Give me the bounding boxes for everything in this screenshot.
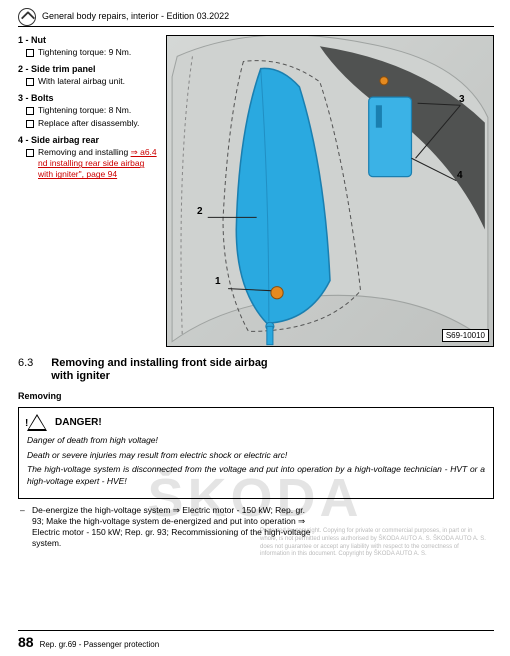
- parts-list: 1 - Nut Tightening torque: 9 Nm. 2 - Sid…: [18, 35, 158, 347]
- part-note: Tightening torque: 8 Nm.: [26, 105, 158, 116]
- danger-title: DANGER!: [55, 417, 102, 428]
- callout-4: 4: [457, 170, 463, 181]
- part-number: 1: [18, 35, 23, 45]
- part-item: 4 - Side airbag rear Removing and instal…: [18, 135, 158, 180]
- part-number: 4: [18, 135, 23, 145]
- part-item: 1 - Nut Tightening torque: 9 Nm.: [18, 35, 158, 58]
- subheading-removing: Removing: [18, 391, 494, 401]
- section-title: Removing and installing front side airba…: [51, 357, 281, 383]
- page-header: General body repairs, interior - Edition…: [18, 8, 494, 27]
- header-title: General body repairs, interior - Edition…: [42, 11, 229, 23]
- callout-1: 1: [215, 276, 221, 287]
- part-note-text: Removing and installing: [38, 147, 131, 157]
- part-note: Replace after disassembly.: [26, 118, 158, 129]
- danger-line: The high-voltage system is disconnected …: [27, 464, 485, 487]
- part-number: 2: [18, 64, 23, 74]
- callout-3: 3: [459, 94, 465, 105]
- page-footer: 88 Rep. gr.69 - Passenger protection: [18, 630, 494, 650]
- part-note: Removing and installing ⇒ a6.4 nd instal…: [26, 147, 158, 180]
- danger-header: ! DANGER!: [27, 414, 485, 431]
- footer-text: Rep. gr.69 - Passenger protection: [40, 640, 160, 649]
- danger-line: Danger of death from high voltage!: [27, 435, 485, 446]
- part-name: Side trim panel: [31, 64, 96, 74]
- part-note: With lateral airbag unit.: [26, 76, 158, 87]
- part-note: Tightening torque: 9 Nm.: [26, 47, 158, 58]
- danger-line: Death or severe injuries may result from…: [27, 450, 485, 461]
- part-name: Side airbag rear: [31, 135, 99, 145]
- part-number: 3: [18, 93, 23, 103]
- exploded-diagram: 2 1 3 4 S69-10010: [166, 35, 494, 347]
- part-name: Bolts: [31, 93, 54, 103]
- part-item: 3 - Bolts Tightening torque: 8 Nm. Repla…: [18, 93, 158, 129]
- part-name: Nut: [31, 35, 46, 45]
- brand-roundel-icon: [18, 8, 36, 26]
- warning-triangle-icon: !: [27, 414, 47, 431]
- page-number: 88: [18, 634, 34, 650]
- diagram-svg: [167, 36, 493, 347]
- section-heading: 6.3 Removing and installing front side a…: [18, 357, 494, 383]
- section-number: 6.3: [18, 357, 33, 383]
- page: General body repairs, interior - Edition…: [0, 0, 510, 656]
- figure-reference: S69-10010: [442, 329, 489, 342]
- danger-box: ! DANGER! Danger of death from high volt…: [18, 407, 494, 499]
- procedure-step: De-energize the high-voltage system ⇒ El…: [18, 505, 318, 549]
- part-item: 2 - Side trim panel With lateral airbag …: [18, 64, 158, 87]
- callout-2: 2: [197, 206, 203, 217]
- main-row: 1 - Nut Tightening torque: 9 Nm. 2 - Sid…: [18, 35, 494, 347]
